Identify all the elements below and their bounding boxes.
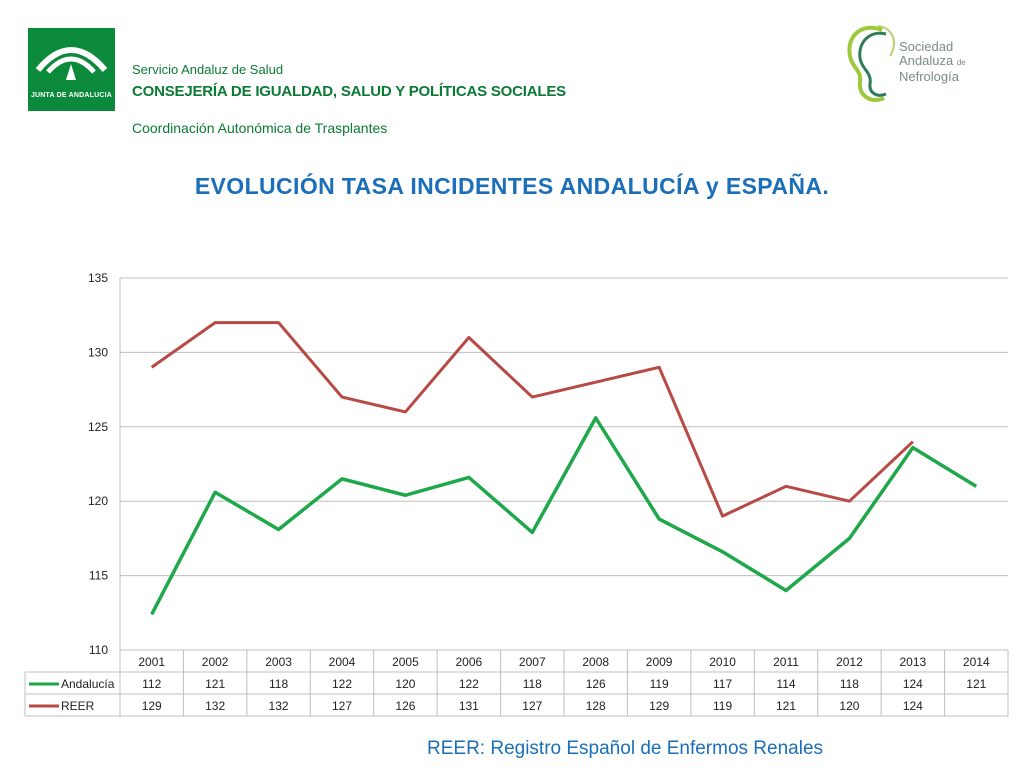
x-tick-label: 2001 <box>138 655 165 669</box>
x-tick-label: 2002 <box>202 655 229 669</box>
legend-label: Andalucía <box>61 677 115 691</box>
data-table-cell: 122 <box>332 677 352 691</box>
x-tick-label: 2003 <box>265 655 292 669</box>
x-tick-label: 2011 <box>773 655 799 669</box>
data-table-cell: 118 <box>840 677 859 691</box>
data-table-cell: 121 <box>776 699 796 713</box>
junta-de-andalucia-logo: JUNTA DE ANDALUCIA <box>28 28 115 111</box>
data-table-cell: 119 <box>713 699 732 713</box>
x-tick-label: 2014 <box>963 655 990 669</box>
sen-line-3: Nefrología <box>899 69 959 84</box>
header-line-consejeria: CONSEJERÍA DE IGUALDAD, SALUD Y POLÍTICA… <box>132 83 566 100</box>
page-title: EVOLUCIÓN TASA INCIDENTES ANDALUCÍA y ES… <box>194 173 830 199</box>
data-table-cell: 132 <box>205 699 225 713</box>
data-table-cell: 131 <box>459 699 479 713</box>
data-table-cell: 124 <box>903 677 923 691</box>
sen-logo-text: Sociedad Andaluza de Nefrología <box>899 40 966 84</box>
data-table-cell: 118 <box>523 677 542 691</box>
data-table-cell: 120 <box>839 699 859 713</box>
data-table-cell: 128 <box>586 699 606 713</box>
y-tick-label: 115 <box>89 569 108 583</box>
sen-line-2-main: Andaluza <box>899 53 954 68</box>
data-table-cell: 126 <box>395 699 415 713</box>
data-table-cell: 120 <box>395 677 415 691</box>
x-tick-label: 2007 <box>519 655 546 669</box>
sociedad-andaluza-nefrologia-logo: Sociedad Andaluza de Nefrología <box>842 22 1002 106</box>
series-line-0 <box>150 416 978 616</box>
sen-line-2-small: de <box>956 58 966 67</box>
data-table-cell: 127 <box>332 699 352 713</box>
y-tick-label: 110 <box>89 643 108 657</box>
sen-line-1: Sociedad <box>899 39 954 54</box>
incidence-line-chart: 110 115 120 125 130 135 2001 2002 2003 2004 2005 20… <box>24 271 1009 717</box>
data-table-cell: 112 <box>142 677 161 691</box>
x-tick-label: 2004 <box>329 655 356 669</box>
x-tick-label: 2009 <box>646 655 673 669</box>
legend-label: REER <box>61 699 95 713</box>
y-tick-label: 125 <box>88 420 108 434</box>
junta-logo-text: JUNTA DE ANDALUCIA <box>30 92 113 99</box>
header-line-coordinacion: Coordinación Autonómica de Trasplantes <box>132 120 388 136</box>
x-tick-label: 2012 <box>836 655 863 669</box>
data-table-cell: 129 <box>142 699 162 713</box>
x-tick-label: 2006 <box>456 655 483 669</box>
series-line-1 <box>150 321 914 518</box>
data-table-cell: 119 <box>650 677 669 691</box>
header-line-sas: Servicio Andaluz de Salud <box>132 62 284 77</box>
x-tick-label: 2005 <box>392 655 419 669</box>
data-table-cell: 121 <box>966 677 986 691</box>
data-table-cell: 132 <box>269 699 289 713</box>
data-table-cell: 127 <box>522 699 542 713</box>
data-table-cell: 124 <box>903 699 923 713</box>
data-table-cell: 117 <box>713 677 732 691</box>
y-tick-label: 135 <box>88 271 108 285</box>
y-tick-label: 130 <box>88 345 108 359</box>
x-tick-label: 2013 <box>900 655 927 669</box>
data-table-cell: 121 <box>205 677 225 691</box>
data-table-cell: 118 <box>269 677 288 691</box>
data-table-cell: 129 <box>649 699 669 713</box>
sen-line-2: Andaluza de <box>899 54 966 70</box>
x-tick-label: 2010 <box>709 655 736 669</box>
y-tick-label: 120 <box>88 494 108 508</box>
data-table-cell: 122 <box>459 677 479 691</box>
kidney-swirl-icon <box>847 25 895 102</box>
junta-emblem-icon <box>35 47 108 80</box>
data-table-cell: 114 <box>776 677 795 691</box>
data-table-cell: 126 <box>586 677 606 691</box>
x-tick-label: 2008 <box>582 655 609 669</box>
footer-note: REER: Registro Español de Enfermos Renal… <box>427 738 824 759</box>
